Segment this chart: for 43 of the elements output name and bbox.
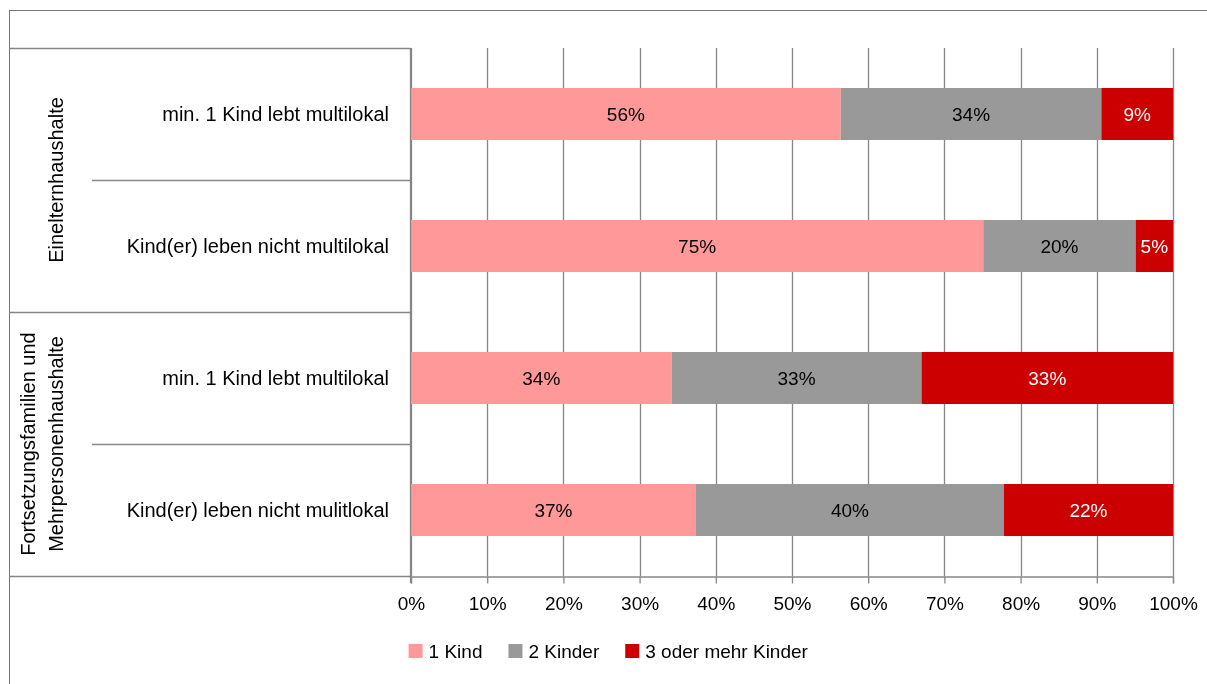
- data-label: 5%: [1140, 235, 1169, 257]
- bar: [983, 220, 1136, 272]
- bar: [1003, 484, 1173, 536]
- bar: [411, 88, 841, 140]
- x-tick-label: 100%: [1149, 592, 1198, 614]
- legend-label: 3 oder mehr Kinder: [645, 640, 809, 662]
- data-label: 22%: [1069, 499, 1108, 521]
- bar: [840, 88, 1102, 140]
- text: Einelternhaushalte: [45, 97, 67, 263]
- data-label: 9%: [1123, 103, 1152, 125]
- bar: [411, 484, 696, 536]
- y-tick-label: Kind(er) leben nicht mulitlokal: [126, 499, 389, 521]
- x-tick-label: 70%: [925, 592, 965, 614]
- text: Fortsetzungsfamilien und Mehrpersonenhaushalte: [17, 332, 67, 556]
- data-label: 34%: [522, 367, 561, 389]
- x-tick-label: 0%: [397, 592, 426, 614]
- bar: [411, 352, 672, 404]
- x-tick-label: 20%: [544, 592, 584, 614]
- x-tick-label: 40%: [697, 592, 736, 614]
- x-tick-label: 50%: [773, 592, 812, 614]
- legend-label: 1 Kind: [428, 640, 483, 662]
- legend-label: 2 Kinder: [528, 640, 600, 662]
- bar: [921, 352, 1173, 404]
- y-tick-label: min. 1 Kind lebt multilokal: [162, 367, 389, 389]
- data-label: 20%: [1040, 235, 1079, 257]
- data-label: 40%: [830, 499, 870, 521]
- data-label: 37%: [534, 499, 573, 521]
- bar: [671, 352, 922, 404]
- data-label: 33%: [1028, 367, 1067, 389]
- x-tick-label: 80%: [1002, 592, 1041, 614]
- data-label: 75%: [678, 235, 717, 257]
- x-tick-label: 90%: [1078, 592, 1117, 614]
- data-label: 34%: [952, 103, 991, 125]
- bar: [411, 220, 984, 272]
- x-tick-label: 60%: [849, 592, 888, 614]
- y-tick-label: min. 1 Kind lebt multilokal: [162, 103, 389, 125]
- bar: [1101, 88, 1173, 140]
- y-tick-label: Kind(er) leben nicht multilokal: [126, 235, 389, 257]
- x-tick-label: 30%: [621, 592, 660, 614]
- x-tick-label: 10%: [468, 592, 507, 614]
- bar: [695, 484, 1004, 536]
- data-label: 56%: [606, 103, 645, 125]
- data-label: 33%: [777, 367, 816, 389]
